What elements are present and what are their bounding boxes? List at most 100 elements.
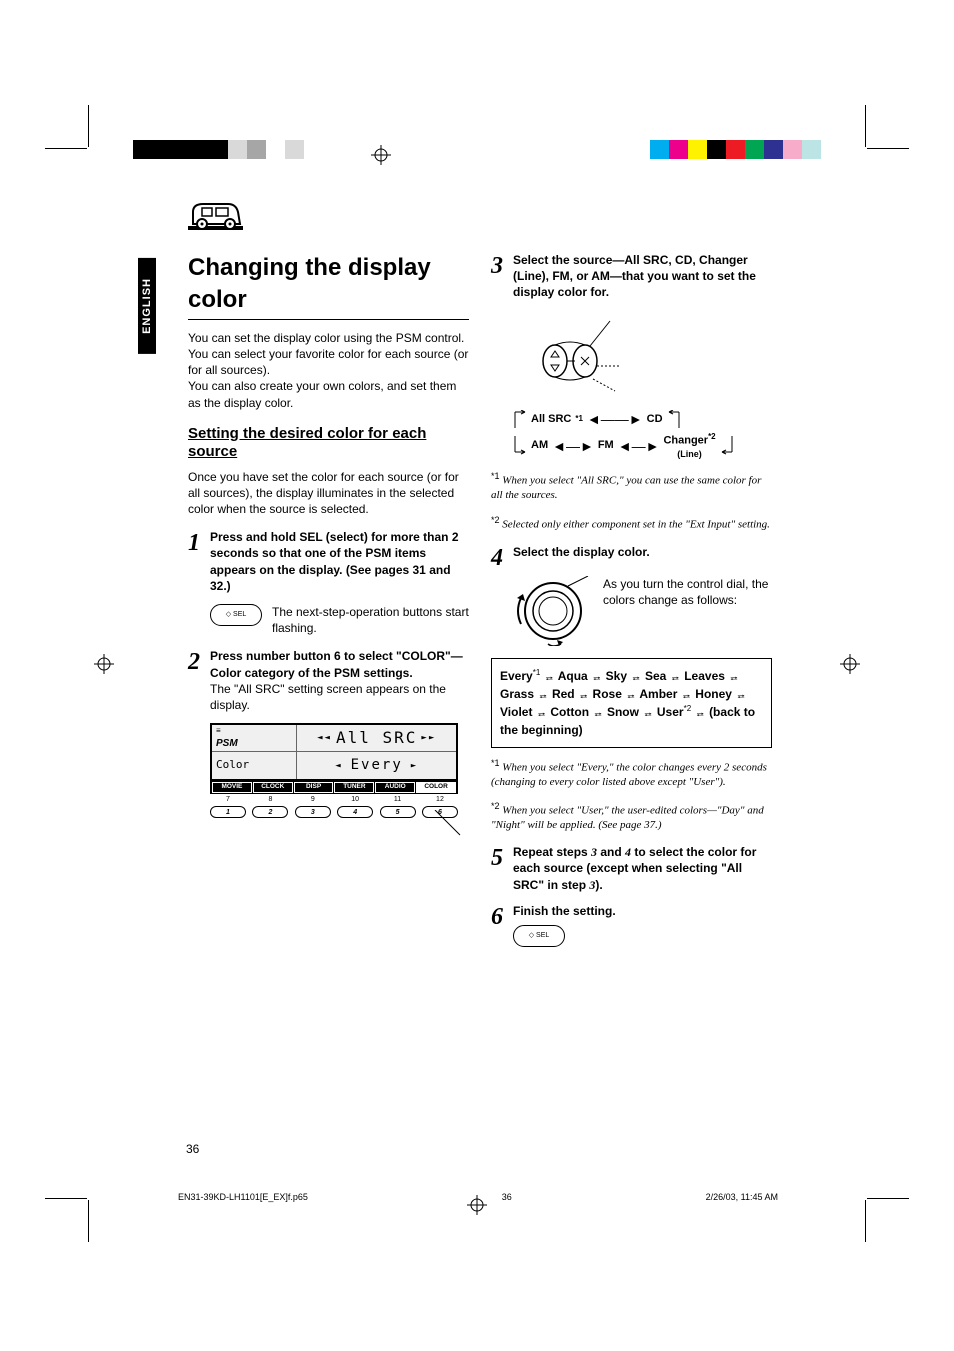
step-6: 6 Finish the setting.	[491, 903, 772, 947]
step-5: 5 Repeat steps 3 and 4 to select the col…	[491, 844, 772, 893]
footnote-3-1: *1 When you select "All SRC," you can us…	[491, 471, 772, 502]
step-3: 3 Select the source—All SRC, CD, Changer…	[491, 252, 772, 301]
step-number: 6	[491, 905, 513, 947]
registration-square	[171, 140, 190, 159]
crop-mark	[867, 1198, 909, 1199]
menu-item: CLOCK	[253, 782, 293, 793]
registration-square	[764, 140, 783, 159]
src-fm: FM	[598, 437, 614, 455]
crop-mark	[865, 105, 866, 147]
arrow-right-down-icon	[513, 410, 527, 430]
step-number: 5	[491, 846, 513, 893]
arrow-both-icon: ◄——►	[587, 408, 643, 430]
registration-square	[802, 140, 821, 159]
button-label-top: 8	[252, 795, 288, 804]
crop-mark	[88, 1200, 89, 1242]
color-name: Violet	[500, 705, 532, 719]
button-label-top: 10	[337, 795, 373, 804]
step-1: 1 Press and hold SEL (select) for more t…	[188, 529, 469, 594]
crop-mark	[867, 148, 909, 149]
registration-target-icon	[94, 654, 114, 674]
section-intro: Once you have set the color for each sou…	[188, 469, 469, 518]
step-number: 3	[491, 254, 513, 301]
menu-item: AUDIO	[375, 782, 415, 793]
page-footer: EN31-39KD-LH1101[E_EX]f.p65 36 2/26/03, …	[178, 1192, 778, 1202]
right-column: 3 Select the source—All SRC, CD, Changer…	[491, 252, 772, 957]
src-allsrc: All SRC	[531, 411, 571, 429]
step-5-title: Repeat steps 3 and 4 to select the color…	[513, 844, 772, 893]
intro-1: You can set the display color using the …	[188, 331, 468, 377]
step-number: 4	[491, 546, 513, 570]
arrow-left-down-icon	[667, 410, 681, 430]
registration-target-icon	[371, 145, 391, 165]
button-label-top: 9	[295, 795, 331, 804]
number-button-row: 123456	[210, 806, 458, 818]
sel-button-icon	[210, 604, 262, 626]
display-src-text: ◄◄All SRC►►	[297, 725, 456, 751]
display-screen: ≡PSM ◄◄All SRC►► Color ◄Every►	[210, 723, 458, 781]
display-every-text: ◄Every►	[297, 752, 456, 779]
step-2: 2 Press number button 6 to select "COLOR…	[188, 648, 469, 713]
footer-filename: EN31-39KD-LH1101[E_EX]f.p65	[178, 1192, 308, 1202]
registration-square	[133, 140, 152, 159]
src-cd: CD	[647, 411, 663, 429]
number-button: 1	[210, 806, 246, 818]
color-name: Every*1	[500, 669, 540, 683]
registration-square	[285, 140, 304, 159]
display-color-label: Color	[212, 752, 297, 779]
registration-square	[266, 140, 285, 159]
color-name: Amber	[639, 687, 677, 701]
page-content: Changing the display color You can set t…	[188, 252, 773, 957]
number-button: 3	[295, 806, 331, 818]
number-button: 4	[337, 806, 373, 818]
registration-bar-right	[650, 140, 821, 159]
color-name: Snow	[607, 705, 639, 719]
color-cycle-box: Every*1 ⇄ Aqua ⇄ Sky ⇄ Sea ⇄ Leaves ⇄ Gr…	[491, 658, 772, 748]
display-psm-label: ≡PSM	[212, 725, 297, 751]
display-menu-strip: MOVIECLOCKDISPTUNERAUDIOCOLOR	[210, 781, 458, 794]
footer-date: 2/26/03, 11:45 AM	[706, 1192, 778, 1202]
step-2-text: The "All SRC" setting screen appears on …	[210, 681, 469, 713]
registration-square	[247, 140, 266, 159]
menu-item: COLOR	[416, 782, 456, 793]
intro-text: You can set the display color using the …	[188, 330, 469, 411]
color-name: Sea	[645, 669, 666, 683]
registration-square	[152, 140, 171, 159]
color-name: Sky	[606, 669, 627, 683]
step-4-text: As you turn the control dial, the colors…	[603, 576, 772, 608]
step-number: 2	[188, 650, 210, 713]
registration-square	[688, 140, 707, 159]
arrow-both-icon: ◄—►	[552, 435, 594, 457]
source-diagram: All SRC*1 ◄——► CD AM ◄—► FM ◄—► Changer*…	[513, 311, 772, 462]
color-name: Honey	[695, 687, 732, 701]
left-column: Changing the display color You can set t…	[188, 252, 469, 957]
arrow-both-icon: ◄—►	[618, 435, 660, 457]
registration-square	[209, 140, 228, 159]
section-heading: Setting the desired color for each sourc…	[188, 425, 469, 461]
color-name: Leaves	[684, 669, 725, 683]
footnote-4-2: *2 When you select "User," the user-edit…	[491, 801, 772, 832]
crop-mark	[865, 1200, 866, 1242]
color-name: User*2	[657, 705, 691, 719]
crop-mark	[88, 105, 89, 147]
registration-square	[707, 140, 726, 159]
display-mockup: ≡PSM ◄◄All SRC►► Color ◄Every► MOVIECLOC…	[210, 723, 458, 844]
menu-item: MOVIE	[212, 782, 252, 793]
color-name: Cotton	[550, 705, 589, 719]
step-1-text: The next-step-operation buttons start fl…	[272, 604, 469, 636]
menu-item: DISP	[294, 782, 334, 793]
src-changer: Changer	[663, 434, 708, 446]
language-tab: ENGLISH	[138, 258, 156, 354]
src-line: (Line)	[663, 447, 715, 461]
step-2-title: Press number button 6 to select "COLOR"—…	[210, 648, 469, 680]
registration-square	[669, 140, 688, 159]
color-name: Grass	[500, 687, 534, 701]
menu-item: TUNER	[334, 782, 374, 793]
crop-mark	[45, 148, 87, 149]
registration-square	[228, 140, 247, 159]
footer-page: 36	[502, 1192, 512, 1202]
sel-button-row: The next-step-operation buttons start fl…	[210, 604, 469, 636]
page-number: 36	[186, 1142, 199, 1156]
number-button: 5	[380, 806, 416, 818]
intro-2: You can also create your own colors, and…	[188, 379, 456, 409]
